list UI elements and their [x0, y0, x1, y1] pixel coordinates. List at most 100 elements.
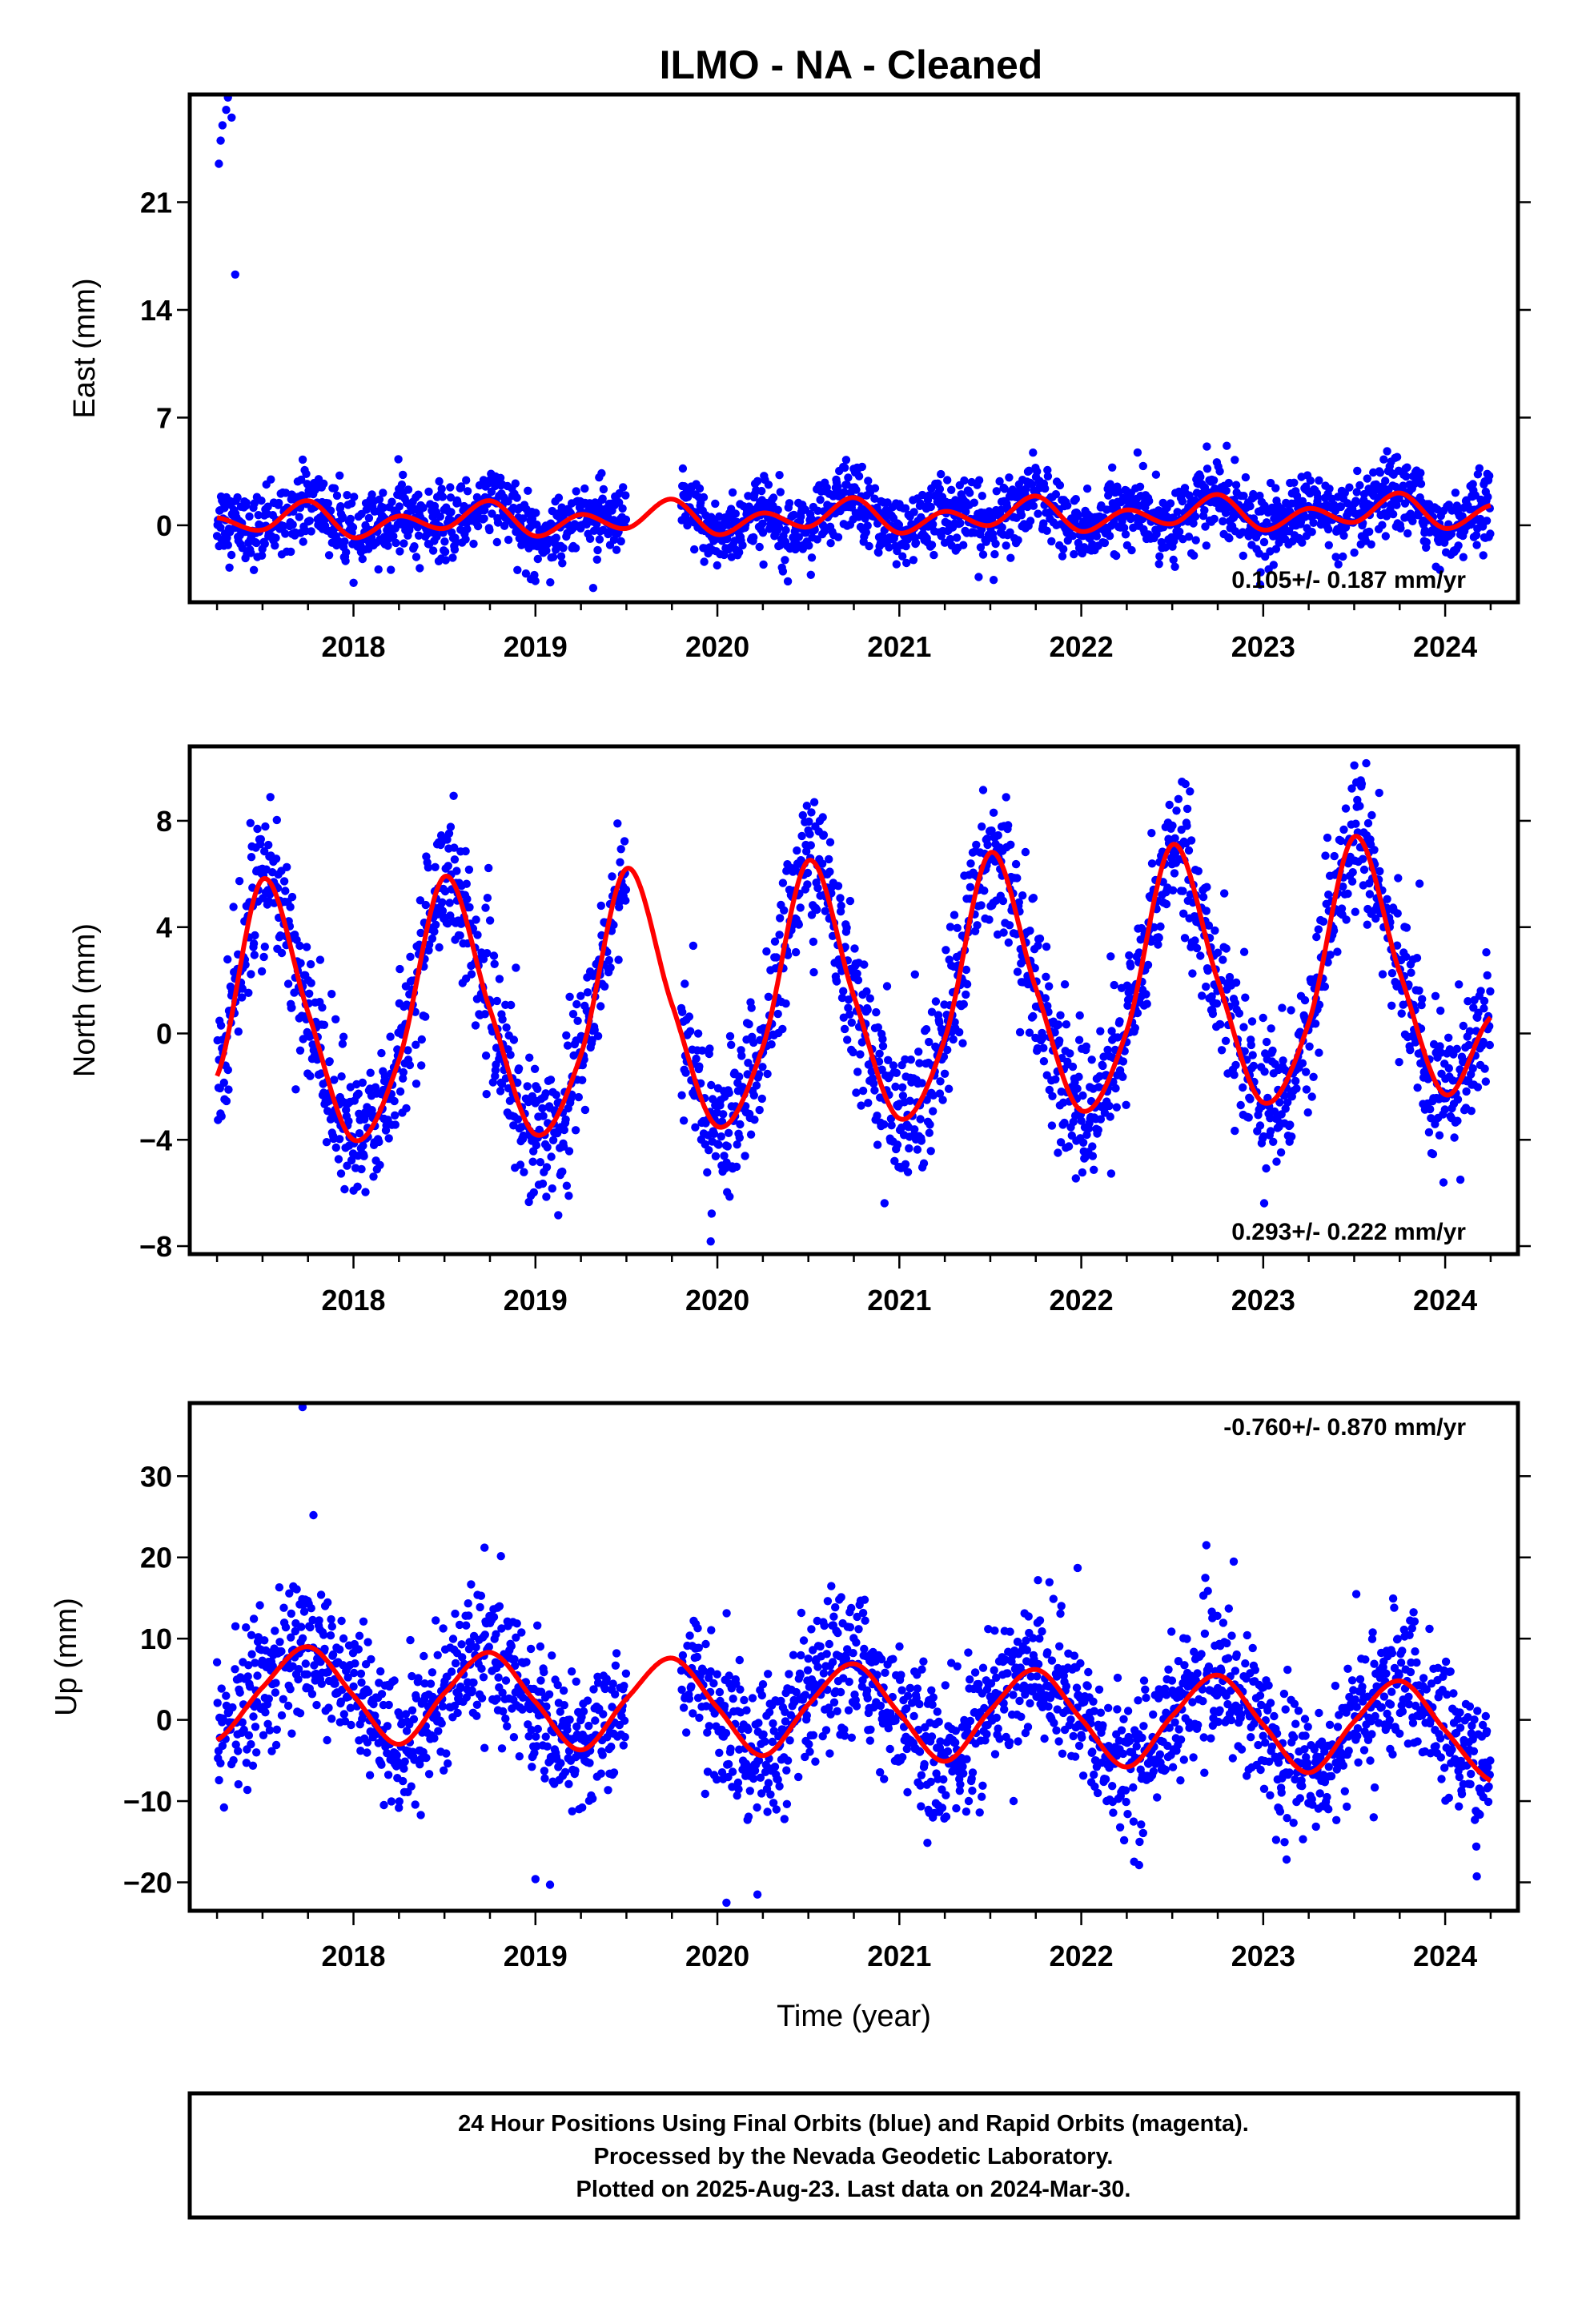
north-point — [973, 921, 982, 930]
north-point — [1011, 859, 1021, 869]
north-point — [287, 1003, 296, 1012]
north-point — [1125, 951, 1134, 960]
north-point — [873, 1112, 881, 1120]
east-point — [1082, 485, 1092, 493]
north-point — [593, 1031, 603, 1041]
east-point — [518, 514, 528, 523]
north-point — [1082, 1042, 1091, 1051]
east-point — [894, 521, 904, 529]
east-point — [1138, 461, 1148, 471]
north-point — [1122, 1100, 1130, 1110]
north-point — [916, 1115, 925, 1124]
north-point — [223, 955, 232, 964]
east-point — [414, 490, 423, 499]
north-point — [725, 1031, 735, 1041]
y-tick-label: 14 — [140, 294, 172, 327]
north-point — [1307, 1092, 1316, 1101]
north-point — [516, 1160, 525, 1169]
east-point — [870, 484, 880, 493]
up-panel: 2018 2019 2020 2021 2022 2023 2024−20−10010203… — [50, 1401, 1531, 2033]
east-point — [533, 554, 542, 564]
north-point — [574, 1092, 583, 1102]
east-outlier-point — [216, 136, 225, 145]
north-point — [1199, 892, 1208, 902]
east-point — [513, 565, 522, 574]
north-point — [1239, 1083, 1247, 1092]
east-point — [350, 493, 359, 501]
x-tick-label: 2021 — [867, 1284, 931, 1317]
east-point — [774, 522, 784, 532]
north-point — [396, 1087, 405, 1096]
east-point — [242, 498, 251, 508]
up-point — [327, 1622, 336, 1631]
north-point — [1182, 822, 1191, 830]
north-point — [336, 1169, 346, 1178]
north-point — [450, 855, 460, 864]
east-point — [375, 495, 384, 504]
north-point — [1259, 1199, 1269, 1208]
east-outlier-point — [231, 270, 239, 279]
east-point — [1472, 541, 1481, 549]
east-point — [1298, 497, 1307, 505]
north-point — [998, 896, 1008, 906]
north-point — [322, 1138, 331, 1147]
east-point — [1350, 548, 1359, 557]
east-point — [1365, 527, 1374, 537]
north-point — [994, 830, 1002, 840]
east-point — [324, 551, 334, 560]
north-point — [528, 1157, 537, 1166]
up-point — [448, 1634, 458, 1643]
north-point — [412, 1080, 421, 1088]
north-point — [725, 1088, 733, 1098]
north-point — [1298, 1059, 1307, 1068]
north-point — [764, 992, 773, 1002]
east-outlier-point — [227, 113, 236, 122]
north-point — [384, 1134, 393, 1143]
north-point — [573, 1016, 582, 1026]
up-point — [279, 1603, 288, 1612]
north-point — [677, 1091, 686, 1100]
east-point — [595, 535, 604, 544]
up-point — [271, 1688, 280, 1697]
north-point — [318, 1003, 327, 1012]
north-point — [839, 987, 848, 995]
east-point — [335, 471, 344, 480]
east-point — [1246, 501, 1255, 511]
east-point — [473, 521, 483, 531]
north-point — [428, 934, 437, 943]
east-point — [959, 541, 968, 549]
up-point — [264, 1695, 273, 1703]
east-point — [1191, 536, 1200, 545]
north-point — [295, 941, 304, 951]
east-point — [428, 546, 438, 555]
east-point — [1005, 473, 1014, 482]
up-point — [281, 1622, 291, 1632]
north-point — [596, 1002, 605, 1011]
north-point — [272, 815, 281, 825]
up-point — [437, 1719, 446, 1728]
north-point — [1323, 833, 1332, 842]
east-point — [469, 539, 478, 549]
up-point — [339, 1710, 348, 1719]
north-point — [679, 1116, 689, 1125]
east-point — [447, 508, 456, 517]
east-point — [1239, 492, 1248, 501]
east-point — [833, 533, 843, 541]
north-point — [223, 1065, 232, 1075]
north-point — [707, 1209, 717, 1218]
up-point — [365, 1771, 375, 1779]
north-point — [1467, 1107, 1476, 1116]
east-point — [1325, 485, 1334, 493]
east-point — [440, 537, 449, 546]
north-point — [359, 1152, 368, 1160]
north-point — [329, 1134, 338, 1144]
north-point — [1174, 794, 1183, 803]
east-point — [1119, 523, 1129, 533]
north-point — [938, 1096, 947, 1104]
east-frame — [187, 92, 1520, 605]
north-point — [847, 1018, 857, 1027]
east-point — [524, 486, 532, 495]
east-point — [1472, 531, 1481, 540]
north-point — [1202, 907, 1211, 915]
north-point — [1246, 1095, 1255, 1104]
